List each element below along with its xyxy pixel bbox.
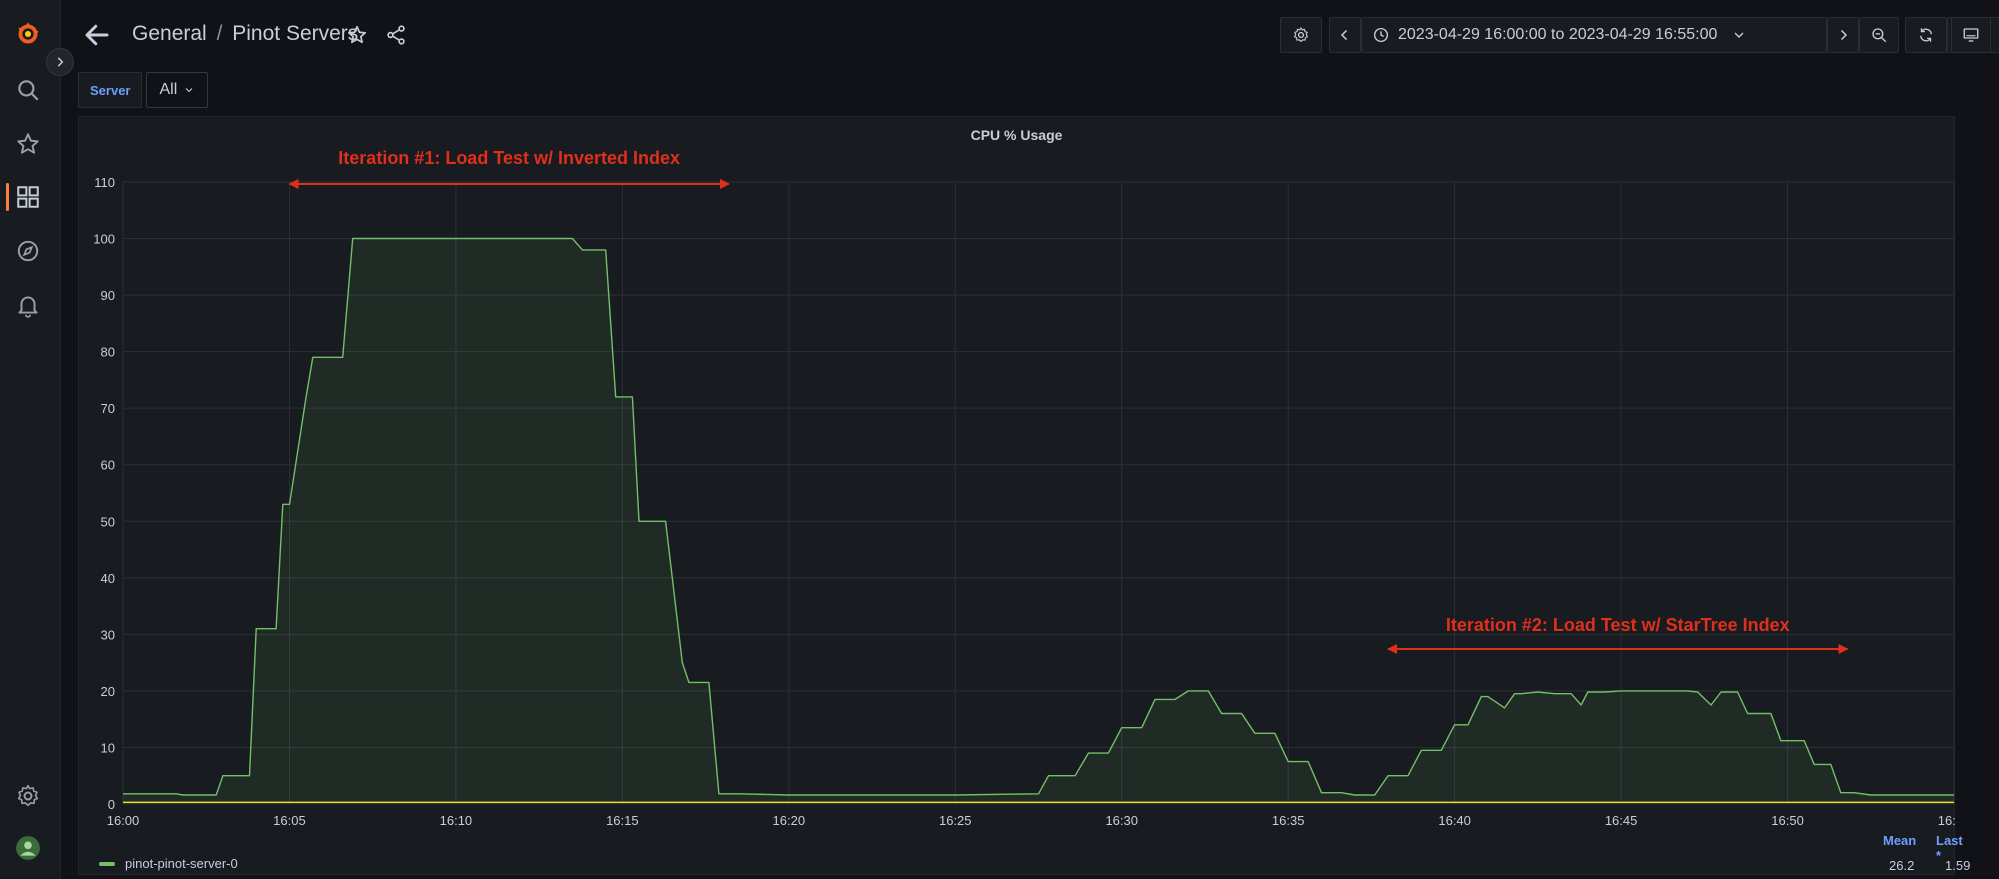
legend-color-swatch — [99, 861, 115, 866]
x-tick-label: 16:45 — [1605, 813, 1638, 828]
x-tick-label: 16:00 — [107, 813, 140, 828]
legend-item[interactable]: pinot-pinot-server-0 — [99, 856, 238, 871]
legend-last-value: 1.59 — [1945, 858, 1971, 873]
chevron-down-icon — [1734, 32, 1744, 38]
time-range-to-word: to — [1551, 26, 1565, 43]
y-tick-label: 40 — [101, 571, 115, 586]
legend-series-name: pinot-pinot-server-0 — [125, 856, 238, 871]
y-tick-label: 110 — [94, 175, 115, 190]
zoom-out-icon — [1872, 28, 1887, 43]
breadcrumb-folder[interactable]: General — [132, 22, 207, 45]
search-icon[interactable] — [14, 76, 42, 104]
starred-icon[interactable] — [14, 130, 42, 158]
annotation-label: Iteration #1: Load Test w/ Inverted Inde… — [338, 148, 680, 168]
refresh-button[interactable] — [1905, 17, 1947, 53]
monitor-icon — [1963, 28, 1979, 42]
time-range-from: 2023-04-29 16:00:00 — [1398, 26, 1547, 43]
x-tick-label: 16:15 — [606, 813, 639, 828]
back-arrow-icon[interactable] — [82, 20, 112, 50]
x-tick-label: 16:05 — [273, 813, 306, 828]
user-avatar-icon[interactable] — [14, 834, 42, 862]
y-tick-label: 0 — [108, 797, 115, 812]
server-variable-value: All — [159, 81, 178, 98]
server-variable-label: Server — [78, 72, 143, 108]
clock-icon — [1373, 27, 1389, 43]
y-tick-label: 20 — [101, 684, 115, 699]
time-range-label: 2023-04-29 16:00:00 to 2023-04-29 16:55:… — [1398, 26, 1717, 44]
side-menu — [0, 0, 74, 879]
y-tick-label: 30 — [101, 627, 115, 642]
y-tick-label: 60 — [101, 458, 115, 473]
y-tick-label: 10 — [101, 740, 115, 755]
cpu-usage-chart[interactable]: 0 10 20 30 40 50 60 70 80 90 100 110 16:00 16:05 16:10… — [79, 117, 1956, 876]
time-shift-back-button[interactable] — [1329, 17, 1361, 53]
breadcrumb-separator: / — [216, 22, 223, 45]
series-area-fill — [123, 238, 1954, 804]
mark-favorite-star-icon[interactable] — [346, 24, 368, 46]
zoom-out-button[interactable] — [1859, 17, 1899, 53]
y-tick-label: 100 — [93, 232, 115, 247]
y-tick-label: 80 — [101, 345, 115, 360]
active-indicator — [6, 183, 9, 211]
x-tick-label: 16:55 — [1938, 813, 1956, 828]
x-tick-label: 16:50 — [1771, 813, 1804, 828]
y-tick-label: 70 — [101, 401, 115, 416]
template-variables: Server All — [78, 72, 209, 108]
y-tick-label: 90 — [101, 288, 115, 303]
time-range-to: 2023-04-29 16:55:00 — [1568, 26, 1718, 43]
configuration-gear-icon[interactable] — [14, 782, 42, 810]
x-tick-label: 16:30 — [1105, 813, 1138, 828]
x-tick-label: 16:35 — [1272, 813, 1305, 828]
cpu-usage-panel[interactable]: CPU % Usage 0 10 20 30 40 50 60 70 80 90 100 110 16:… — [78, 116, 1970, 876]
dashboard-settings-button[interactable] — [1280, 17, 1322, 53]
expand-menu-button[interactable] — [46, 48, 74, 76]
dashboards-icon[interactable] — [14, 183, 42, 211]
chevron-right-icon — [1840, 29, 1848, 41]
series-line-server-0 — [123, 237, 1954, 796]
server-variable-select[interactable]: All — [146, 72, 209, 108]
time-range-picker[interactable]: 2023-04-29 16:00:00 to 2023-04-29 16:55:… — [1361, 17, 1827, 53]
x-tick-label: 16:10 — [440, 813, 473, 828]
x-tick-label: 16:25 — [939, 813, 972, 828]
top-navigation-bar: General / Pinot Servers 2023-04-29 16:00… — [60, 0, 1999, 70]
dashboard-title[interactable]: Pinot Servers — [232, 22, 359, 45]
y-tick-label: 50 — [101, 514, 115, 529]
settings-gear-icon — [1293, 27, 1309, 43]
annotation-label: Iteration #2: Load Test w/ StarTree Inde… — [1446, 615, 1790, 635]
alerting-bell-icon[interactable] — [14, 291, 42, 319]
panel-title[interactable]: CPU % Usage — [970, 127, 1063, 143]
kiosk-mode-button[interactable] — [1951, 17, 1991, 53]
chevron-left-icon — [1340, 29, 1348, 41]
legend-header-mean[interactable]: Mean — [1883, 833, 1917, 848]
share-icon[interactable] — [385, 24, 407, 46]
legend-mean-value: 26.2 — [1889, 858, 1915, 873]
breadcrumb: General / Pinot Servers — [132, 22, 358, 46]
x-tick-label: 16:20 — [773, 813, 806, 828]
explore-compass-icon[interactable] — [14, 237, 42, 265]
x-tick-label: 16:40 — [1438, 813, 1471, 828]
legend-header-last[interactable]: Last * — [1936, 833, 1963, 863]
grafana-logo-icon[interactable] — [14, 20, 42, 48]
time-shift-forward-button[interactable] — [1827, 17, 1859, 53]
refresh-icon — [1920, 28, 1932, 42]
chevron-down-icon — [185, 88, 193, 93]
